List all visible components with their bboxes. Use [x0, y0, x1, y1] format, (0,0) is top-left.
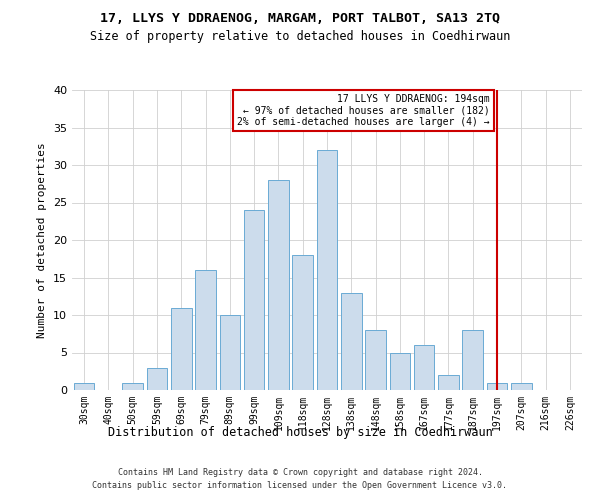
Text: Size of property relative to detached houses in Coedhirwaun: Size of property relative to detached ho…: [90, 30, 510, 43]
Bar: [341, 292, 362, 390]
Bar: [389, 352, 410, 390]
Text: Contains HM Land Registry data © Crown copyright and database right 2024.: Contains HM Land Registry data © Crown c…: [118, 468, 482, 477]
Bar: [292, 255, 313, 390]
Text: Contains public sector information licensed under the Open Government Licence v3: Contains public sector information licen…: [92, 482, 508, 490]
Text: 17, LLYS Y DDRAENOG, MARGAM, PORT TALBOT, SA13 2TQ: 17, LLYS Y DDRAENOG, MARGAM, PORT TALBOT…: [100, 12, 500, 26]
Bar: [122, 382, 143, 390]
Y-axis label: Number of detached properties: Number of detached properties: [37, 142, 47, 338]
Bar: [220, 315, 240, 390]
Bar: [195, 270, 216, 390]
Bar: [463, 330, 483, 390]
Bar: [317, 150, 337, 390]
Bar: [244, 210, 265, 390]
Bar: [511, 382, 532, 390]
Bar: [365, 330, 386, 390]
Bar: [487, 382, 508, 390]
Bar: [171, 308, 191, 390]
Text: 17 LLYS Y DDRAENOG: 194sqm
← 97% of detached houses are smaller (182)
2% of semi: 17 LLYS Y DDRAENOG: 194sqm ← 97% of deta…: [237, 94, 490, 127]
Bar: [268, 180, 289, 390]
Bar: [438, 375, 459, 390]
Bar: [414, 345, 434, 390]
Text: Distribution of detached houses by size in Coedhirwaun: Distribution of detached houses by size …: [107, 426, 493, 439]
Bar: [146, 368, 167, 390]
Bar: [74, 382, 94, 390]
